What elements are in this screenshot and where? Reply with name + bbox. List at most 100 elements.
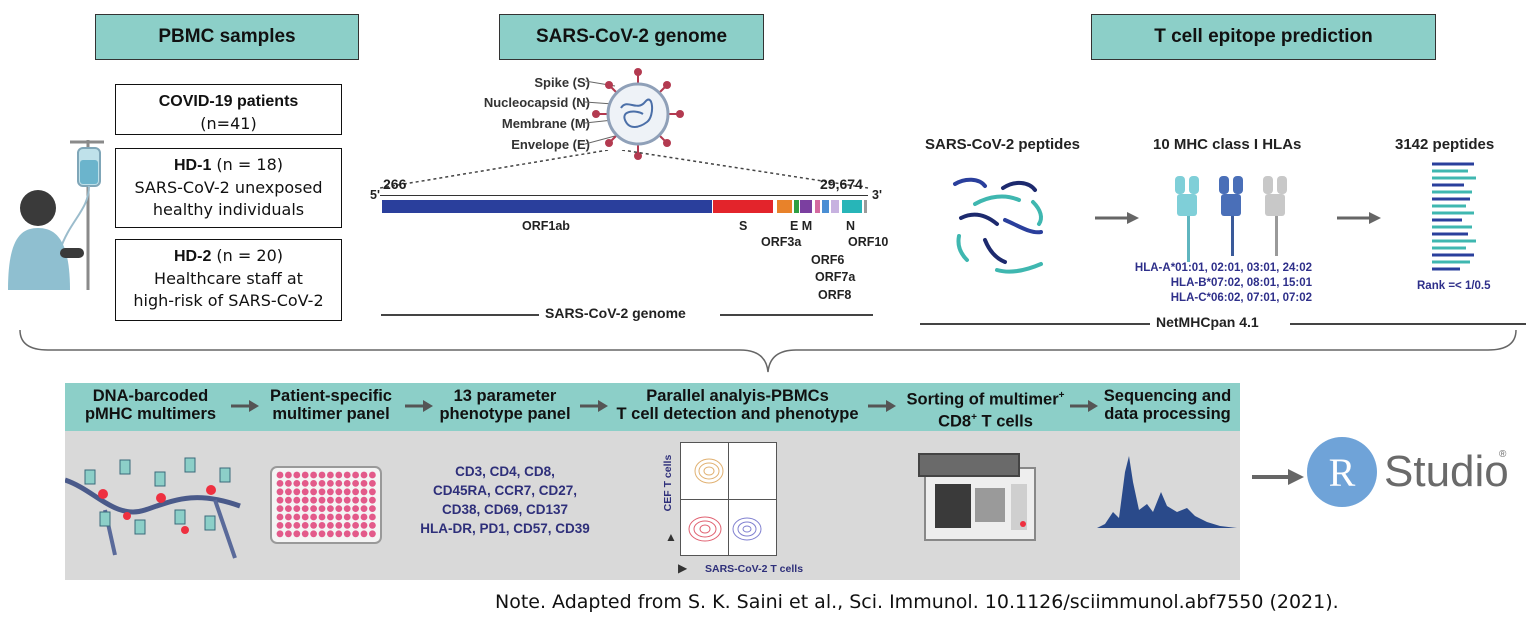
plate-well (285, 530, 292, 538)
step-phenotype-line2: phenotype panel (439, 405, 571, 423)
plate-well (301, 522, 309, 529)
plate-well (318, 488, 326, 496)
flow-y-arrow: ▲ (665, 530, 677, 544)
plate-well (352, 480, 359, 487)
plate-well (276, 496, 284, 504)
step-multimers: DNA-barcoded pMHC multimers (68, 387, 233, 423)
plate-well (285, 513, 292, 521)
plate-well (327, 505, 334, 512)
plate-well (360, 513, 368, 521)
source-note: Note. Adapted from S. K. Saini et al., S… (495, 591, 1339, 613)
plate-well (335, 471, 343, 479)
step-arrow-3 (580, 400, 608, 412)
pbmc-header-label: PBMC samples (158, 26, 296, 47)
plate-well (276, 488, 284, 496)
orf3a-segment (777, 200, 792, 213)
plate-well (360, 496, 368, 504)
workflow-steps-band (65, 383, 1240, 431)
virus-illustration (585, 68, 684, 160)
flow-x-arrow: ▶ (678, 561, 688, 575)
plate-well (310, 488, 317, 496)
plate-well (327, 496, 334, 504)
hla-b-alleles: HLA-B*07:02, 08:01, 15:01 (1170, 277, 1312, 289)
genome-scale-line (380, 195, 868, 196)
plate-well (369, 505, 376, 512)
plate-well (276, 522, 284, 529)
plate-well (301, 488, 309, 496)
plate-well (352, 471, 359, 479)
orf6-segment (815, 200, 820, 213)
marker-line2: CD45RA, CCR7, CD27, (432, 483, 578, 498)
marker-list: CD3, CD4, CD8, CD45RA, CCR7, CD27, CD38,… (405, 462, 605, 538)
hd2-box: HD-2 (n = 20) Healthcare staff at high-r… (115, 239, 342, 321)
plate-well (310, 496, 317, 504)
peptides-label: SARS-CoV-2 peptides (925, 136, 1081, 153)
plate-well (318, 505, 326, 512)
plate-well (343, 513, 351, 521)
plate-well (369, 480, 376, 487)
plate-well (343, 471, 351, 479)
plate-well (352, 488, 359, 496)
rstudio-circle: R (1307, 437, 1377, 507)
genome-caption-line-left (381, 314, 539, 316)
hla-label: 10 MHC class I HLAs (1153, 136, 1302, 153)
step-panel-line2: multimer panel (272, 405, 390, 423)
zoom-lines (379, 150, 869, 189)
orf8-segment (831, 200, 839, 213)
result-label: 3142 peptides (1395, 136, 1495, 153)
step-arrow-1 (231, 400, 259, 412)
plate-well (327, 522, 334, 529)
rstudio-word: Studio (1384, 447, 1509, 496)
step-sorting-text1: Sorting of multimer (906, 390, 1059, 409)
plate-well (360, 488, 368, 496)
step-sorting-text2: CD8 (938, 412, 972, 430)
plate-well (335, 505, 343, 512)
marker-line3: CD38, CD69, CD137 (441, 502, 569, 517)
plate-well (352, 530, 359, 538)
plate-well (327, 488, 334, 496)
s-label: S (739, 219, 748, 233)
plate-well (301, 505, 309, 512)
netmhc-line-left (920, 323, 1150, 325)
plate-well (369, 522, 376, 529)
covid-patients-box: COVID-19 patients (n=41) (115, 84, 342, 135)
orf1ab-label: ORF1ab (522, 219, 570, 233)
sequencing-illustration (1097, 456, 1237, 528)
pbmc-header: PBMC samples (95, 14, 359, 60)
plate-well (285, 505, 292, 512)
plate-well (310, 471, 317, 479)
marker-line1: CD3, CD4, CD8, (455, 464, 555, 479)
plate-well (293, 522, 301, 529)
plate-well (360, 530, 368, 538)
flow-y-label: CEF T cells (662, 454, 674, 512)
plate-well (285, 522, 292, 529)
plate-well (360, 471, 368, 479)
orf3a-label: ORF3a (761, 235, 802, 249)
step-sorting: Sorting of multimer+ CD8+ T cells (898, 387, 1073, 430)
step-sequencing: Sequencing and data processing (1095, 387, 1240, 423)
multimer-illustration (65, 457, 241, 559)
marker-line4: HLA-DR, PD1, CD57, CD39 (420, 521, 590, 536)
arrow-to-rstudio (1252, 469, 1304, 485)
hla-molecules (1175, 176, 1287, 262)
covid-count: (n=41) (200, 114, 257, 133)
hd1-count: (n = 18) (211, 155, 283, 174)
plate-well (318, 513, 326, 521)
plate-well (276, 480, 284, 487)
step-parallel: Parallel analyis-PBMCs T cell detection … (605, 387, 870, 423)
plate-well (318, 496, 326, 504)
step-arrow-5 (1070, 400, 1098, 412)
plate-well (327, 480, 334, 487)
peptides-illustration (953, 177, 1043, 274)
step-sequencing-line1: Sequencing and (1103, 387, 1232, 405)
plate-well (301, 496, 309, 504)
three-prime-label: 3' (872, 188, 882, 202)
plate-well (293, 530, 301, 538)
step-phenotype-line1: 13 parameter (453, 387, 557, 405)
plate-well (310, 530, 317, 538)
arrow-peptides-to-hla (1095, 212, 1139, 224)
step-panel-line1: Patient-specific (270, 387, 392, 405)
plate-well (327, 530, 334, 538)
plate-well (310, 505, 317, 512)
orf10-label: ORF10 (848, 235, 889, 249)
